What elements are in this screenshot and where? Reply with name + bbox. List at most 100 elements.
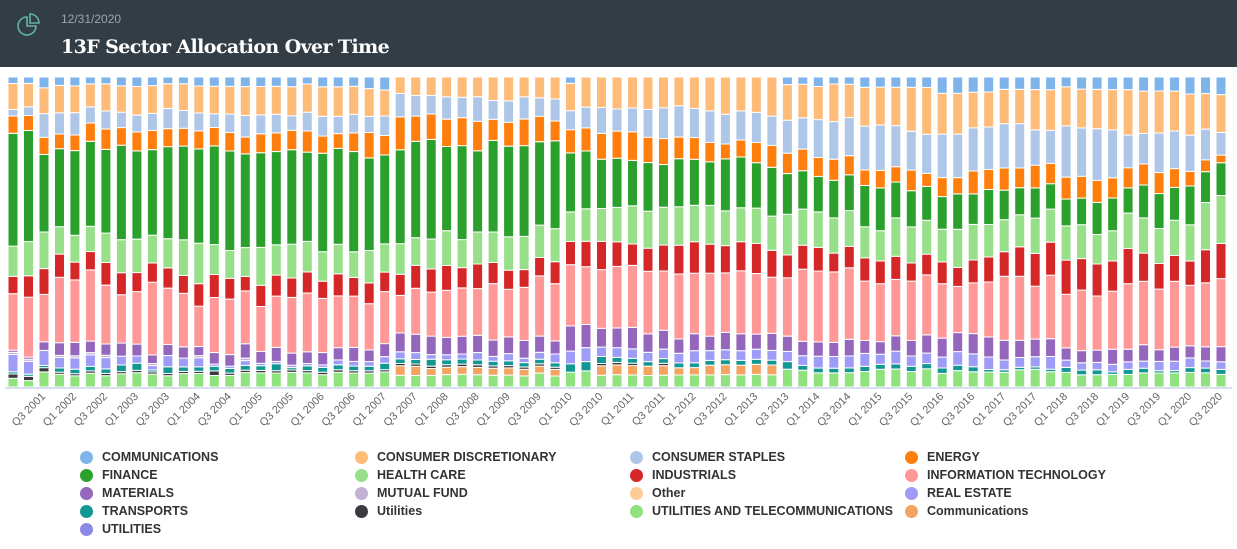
bar-segment-utt[interactable]	[518, 375, 530, 388]
bar-segment-fin[interactable]	[952, 193, 964, 230]
bar-segment-util2[interactable]	[208, 370, 220, 376]
bar-segment-en[interactable]	[69, 134, 81, 152]
bar-segment-it[interactable]	[952, 285, 964, 334]
bar-segment-fin[interactable]	[565, 152, 576, 213]
bar-segment-en[interactable]	[1200, 159, 1211, 173]
legend-item[interactable]: COMMUNICATIONS	[80, 448, 218, 466]
bar-segment-hc[interactable]	[518, 235, 530, 271]
bar-segment-cd[interactable]	[518, 76, 530, 98]
bar-segment-utt[interactable]	[983, 371, 995, 388]
bar-segment-it[interactable]	[534, 275, 546, 337]
legend-item[interactable]: TRANSPORTS	[80, 502, 188, 520]
bar-segment-mat[interactable]	[255, 351, 267, 364]
bar-segment-fin[interactable]	[1200, 171, 1211, 203]
bar-segment-cs[interactable]	[38, 113, 50, 138]
bar-segment-utt[interactable]	[441, 374, 453, 388]
bar-segment-hc[interactable]	[658, 206, 669, 246]
bar-segment-utt[interactable]	[797, 369, 809, 388]
bar-segment-re[interactable]	[348, 360, 360, 367]
bar-segment-ind[interactable]	[874, 260, 886, 285]
bar-segment-it[interactable]	[781, 277, 793, 337]
bar-segment-en[interactable]	[549, 120, 561, 142]
bar-segment-ind[interactable]	[658, 244, 669, 272]
bar-segment-cs[interactable]	[983, 126, 995, 170]
bar-segment-ind[interactable]	[7, 275, 19, 295]
bar-segment-mat[interactable]	[239, 343, 251, 359]
bar-segment-hc[interactable]	[688, 204, 700, 243]
bar-segment-utt[interactable]	[766, 374, 778, 388]
bar-segment-re[interactable]	[146, 365, 158, 371]
bar-segment-mat[interactable]	[983, 336, 995, 358]
bar-segment-fin[interactable]	[1091, 202, 1103, 235]
bar-segment-comm[interactable]	[1014, 76, 1026, 90]
bar-segment-fin[interactable]	[797, 170, 809, 210]
bar-segment-cd[interactable]	[766, 76, 778, 117]
bar-segment-cd[interactable]	[348, 85, 360, 115]
bar-segment-utt[interactable]	[54, 373, 65, 388]
bar-segment-ind[interactable]	[1138, 252, 1150, 282]
bar-segment-cs[interactable]	[456, 96, 468, 119]
bar-segment-re[interactable]	[518, 357, 530, 364]
bar-segment-en[interactable]	[348, 132, 360, 153]
bar-segment-utt[interactable]	[23, 380, 34, 388]
bar-segment-it[interactable]	[177, 292, 189, 348]
legend-item[interactable]: Utilities	[355, 502, 422, 520]
bar-segment-mat[interactable]	[1091, 349, 1103, 363]
bar-segment-hc[interactable]	[983, 224, 995, 258]
bar-segment-it[interactable]	[1014, 275, 1026, 341]
bar-segment-utt[interactable]	[1200, 372, 1211, 388]
bar-segment-ind[interactable]	[54, 253, 65, 278]
bar-segment-mat[interactable]	[843, 338, 855, 357]
bar-segment-ind[interactable]	[812, 246, 824, 272]
bar-segment-cd[interactable]	[812, 86, 824, 121]
bar-segment-trans[interactable]	[100, 368, 112, 374]
bar-segment-ind[interactable]	[1029, 252, 1041, 287]
bar-segment-utt[interactable]	[208, 375, 220, 388]
bar-segment-utt[interactable]	[905, 371, 917, 388]
bar-segment-ind[interactable]	[193, 283, 205, 307]
bar-segment-en[interactable]	[1184, 171, 1196, 187]
bar-segment-trans[interactable]	[704, 359, 716, 366]
bar-segment-hc[interactable]	[952, 228, 964, 268]
bar-segment-mat[interactable]	[905, 340, 917, 357]
bar-segment-comm[interactable]	[1138, 76, 1150, 92]
bar-segment-hc[interactable]	[286, 243, 298, 279]
legend-item[interactable]: INDUSTRIALS	[630, 466, 736, 484]
bar-segment-utt[interactable]	[100, 375, 112, 388]
bar-segment-ind[interactable]	[1091, 263, 1103, 297]
bar-segment-utt[interactable]	[69, 375, 81, 388]
bar-segment-trans[interactable]	[673, 362, 685, 369]
bar-segment-utt[interactable]	[7, 377, 19, 388]
bar-segment-hc[interactable]	[704, 204, 716, 245]
bar-segment-fin[interactable]	[1107, 197, 1119, 232]
bar-segment-en[interactable]	[704, 141, 716, 163]
bar-segment-hc[interactable]	[1029, 217, 1041, 254]
bar-segment-cs[interactable]	[1184, 134, 1196, 172]
bar-segment-ind[interactable]	[905, 262, 917, 282]
bar-segment-utt[interactable]	[317, 374, 329, 388]
bar-segment-trans[interactable]	[503, 360, 515, 367]
bar-segment-comm[interactable]	[100, 76, 112, 85]
bar-segment-ind[interactable]	[1153, 263, 1165, 290]
bar-segment-comm[interactable]	[208, 76, 220, 87]
bar-segment-comm[interactable]	[224, 76, 236, 87]
bar-segment-trans[interactable]	[781, 361, 793, 370]
bar-segment-it[interactable]	[38, 293, 50, 343]
bar-segment-comm2[interactable]	[750, 363, 762, 375]
bar-segment-cs[interactable]	[286, 115, 298, 131]
bar-segment-mat[interactable]	[162, 343, 174, 356]
bar-segment-cs[interactable]	[565, 110, 576, 131]
bar-segment-trans[interactable]	[1076, 369, 1088, 376]
bar-segment-mat[interactable]	[952, 332, 964, 353]
bar-segment-en[interactable]	[766, 144, 778, 168]
bar-segment-ind[interactable]	[1122, 247, 1134, 285]
bar-segment-comm[interactable]	[69, 76, 81, 87]
bar-segment-cd[interactable]	[1215, 94, 1227, 133]
bar-segment-comm[interactable]	[1153, 76, 1165, 92]
bar-segment-comm[interactable]	[998, 76, 1010, 90]
bar-segment-trans[interactable]	[69, 368, 81, 375]
bar-segment-fin[interactable]	[921, 185, 933, 221]
bar-segment-hc[interactable]	[162, 238, 174, 269]
bar-segment-cs[interactable]	[688, 108, 700, 139]
bar-segment-fin[interactable]	[766, 166, 778, 217]
